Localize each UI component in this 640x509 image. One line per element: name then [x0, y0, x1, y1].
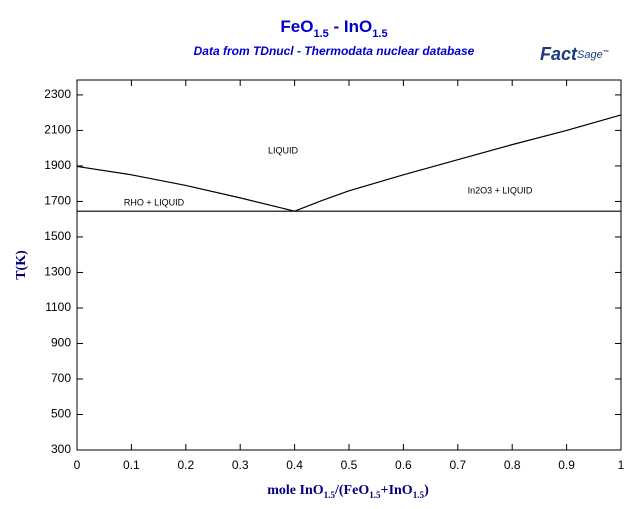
subscript: 1.5 — [324, 490, 336, 500]
region-label: RHO + LIQUID — [124, 197, 185, 207]
subscript: 1.5 — [369, 490, 381, 500]
text-part: ) — [424, 483, 429, 498]
x-tick-label: 0.9 — [558, 458, 575, 472]
y-tick-label: 2300 — [44, 87, 71, 101]
subscript: 1.5 — [313, 28, 328, 40]
x-tick-label: 0.6 — [395, 458, 412, 472]
chart-title: FeO1.5 - InO1.5 — [280, 17, 387, 39]
region-label: LIQUID — [268, 145, 299, 155]
plot-frame — [76, 79, 622, 451]
text-part: mole InO — [267, 483, 324, 498]
y-tick-label: 1100 — [45, 300, 71, 314]
text-part: FeO — [280, 17, 313, 36]
x-tick-label: 0.8 — [504, 458, 521, 472]
x-tick-label: 0.3 — [232, 458, 249, 472]
region-label: In2O3 + LIQUID — [468, 185, 533, 195]
x-tick-label: 0.1 — [123, 458, 140, 472]
x-tick-label: 1 — [618, 458, 625, 472]
x-tick-label: 0.5 — [341, 458, 358, 472]
x-axis-label: mole InO1.5/(FeO1.5+InO1.5) — [267, 483, 429, 500]
subscript: ™ — [603, 49, 609, 56]
y-tick-label: 700 — [51, 371, 71, 385]
y-tick-label: 1500 — [44, 229, 71, 243]
subscript: 1.5 — [413, 490, 425, 500]
y-tick-label: 300 — [51, 442, 71, 456]
x-tick-label: 0.4 — [286, 458, 303, 472]
text-part: Fact — [540, 44, 578, 64]
text-part: - InO — [329, 17, 372, 36]
y-tick-label: 2100 — [44, 123, 71, 137]
x-tick-label: 0.7 — [449, 458, 466, 472]
y-tick-label: 900 — [51, 336, 71, 350]
x-tick-label: 0 — [74, 458, 81, 472]
phase-boundary — [76, 165, 295, 212]
chart-subtitle: Data from TDnucl - Thermodata nuclear da… — [194, 44, 475, 58]
y-tick-label: 500 — [51, 407, 71, 421]
x-tick-label: 0.2 — [177, 458, 194, 472]
y-tick-label: 1300 — [44, 265, 71, 279]
text-part: Sage — [577, 49, 603, 61]
subscript: 1.5 — [372, 28, 387, 40]
y-tick-label: 1700 — [44, 194, 71, 208]
text-part: /(FeO — [334, 483, 369, 498]
y-axis-label: T(K) — [14, 250, 29, 280]
phase-boundary — [294, 114, 622, 212]
text-part: +InO — [381, 483, 413, 498]
y-tick-label: 1900 — [44, 158, 71, 172]
logo: FactSage™ — [540, 44, 609, 64]
